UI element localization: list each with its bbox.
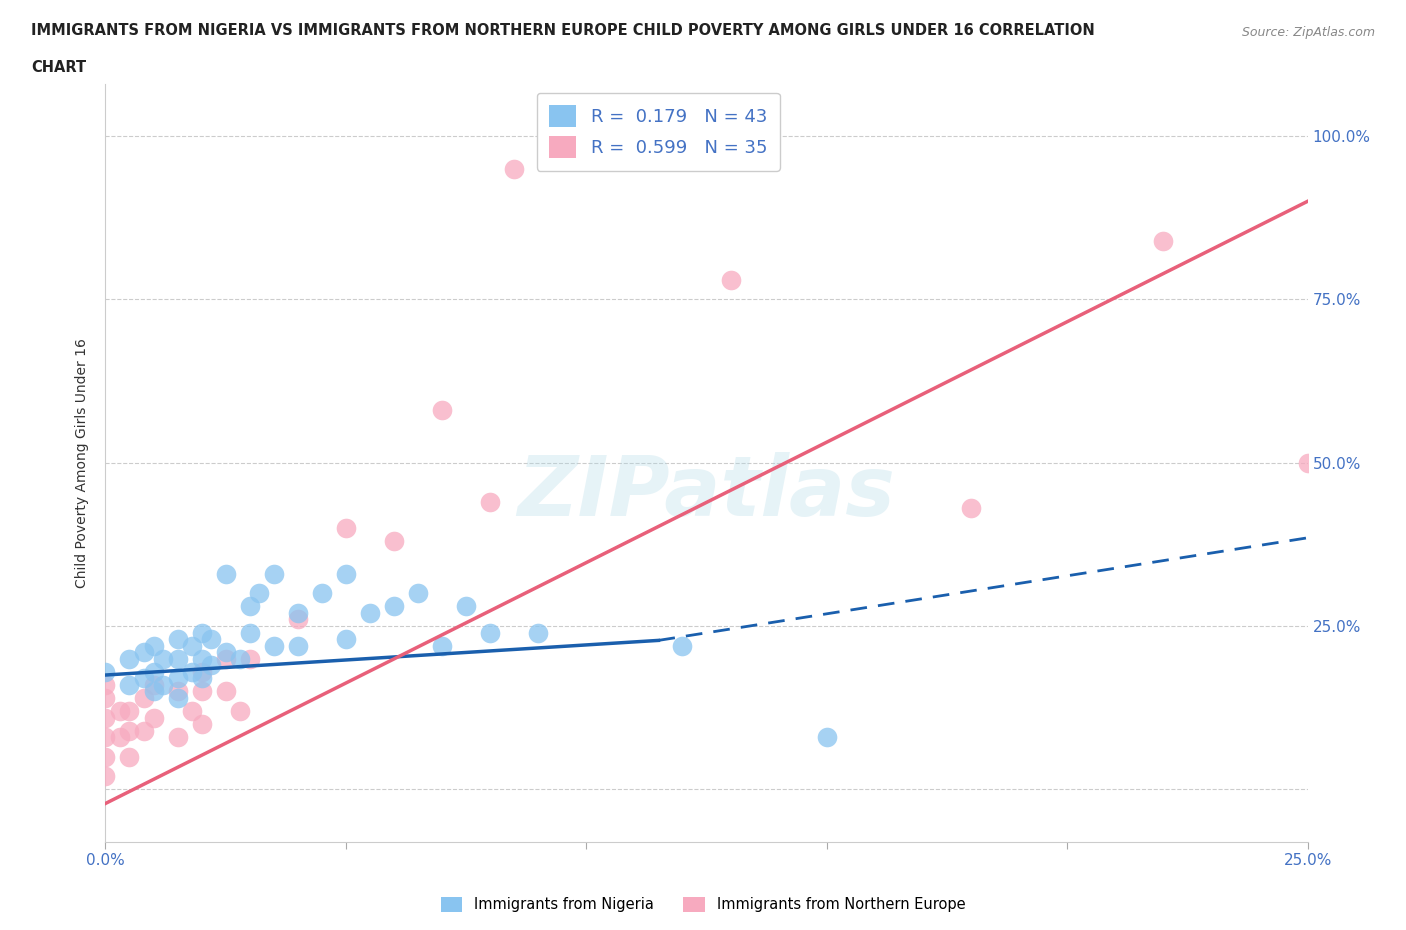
Point	[359, 605, 381, 620]
Point	[94, 711, 117, 725]
Point	[190, 651, 212, 666]
Point	[118, 703, 141, 718]
Point	[200, 631, 222, 646]
Point	[190, 717, 212, 732]
Point	[430, 638, 453, 653]
Point	[382, 534, 405, 549]
Point	[166, 651, 188, 666]
Point	[430, 403, 453, 418]
Point	[166, 730, 188, 745]
Point	[181, 664, 204, 679]
Point	[229, 651, 252, 666]
Point	[190, 664, 212, 679]
Point	[263, 566, 285, 581]
Point	[720, 272, 742, 287]
Point	[166, 671, 188, 685]
Point	[214, 644, 236, 659]
Point	[152, 651, 174, 666]
Point	[108, 730, 131, 745]
Point	[479, 625, 502, 640]
Point	[479, 495, 502, 510]
Point	[527, 625, 550, 640]
Point	[200, 658, 222, 672]
Point	[406, 586, 429, 601]
Point	[335, 566, 357, 581]
Text: IMMIGRANTS FROM NIGERIA VS IMMIGRANTS FROM NORTHERN EUROPE CHILD POVERTY AMONG G: IMMIGRANTS FROM NIGERIA VS IMMIGRANTS FR…	[31, 23, 1095, 38]
Point	[960, 501, 983, 516]
Point	[142, 677, 165, 692]
Point	[229, 703, 252, 718]
Point	[247, 586, 270, 601]
Point	[454, 599, 477, 614]
Point	[214, 566, 236, 581]
Legend: R =  0.179   N = 43, R =  0.599   N = 35: R = 0.179 N = 43, R = 0.599 N = 35	[537, 93, 780, 171]
Point	[1296, 456, 1319, 471]
Text: ZIPatlas: ZIPatlas	[517, 453, 896, 534]
Point	[335, 521, 357, 536]
Point	[142, 711, 165, 725]
Text: Source: ZipAtlas.com: Source: ZipAtlas.com	[1241, 26, 1375, 39]
Point	[190, 684, 212, 698]
Point	[190, 671, 212, 685]
Point	[382, 599, 405, 614]
Point	[118, 651, 141, 666]
Point	[287, 612, 309, 627]
Point	[132, 671, 155, 685]
Point	[132, 644, 155, 659]
Point	[815, 730, 838, 745]
Legend: Immigrants from Nigeria, Immigrants from Northern Europe: Immigrants from Nigeria, Immigrants from…	[434, 891, 972, 918]
Point	[94, 677, 117, 692]
Point	[214, 684, 236, 698]
Point	[263, 638, 285, 653]
Point	[287, 605, 309, 620]
Point	[152, 677, 174, 692]
Point	[108, 703, 131, 718]
Point	[166, 631, 188, 646]
Point	[287, 638, 309, 653]
Point	[239, 651, 262, 666]
Point	[503, 161, 526, 176]
Text: CHART: CHART	[31, 60, 86, 75]
Point	[132, 724, 155, 738]
Point	[671, 638, 693, 653]
Point	[94, 690, 117, 705]
Point	[142, 684, 165, 698]
Point	[181, 703, 204, 718]
Point	[118, 677, 141, 692]
Point	[311, 586, 333, 601]
Point	[142, 664, 165, 679]
Point	[142, 638, 165, 653]
Point	[166, 690, 188, 705]
Point	[118, 724, 141, 738]
Point	[94, 730, 117, 745]
Point	[190, 625, 212, 640]
Point	[214, 651, 236, 666]
Point	[94, 769, 117, 784]
Y-axis label: Child Poverty Among Girls Under 16: Child Poverty Among Girls Under 16	[76, 338, 90, 588]
Point	[239, 625, 262, 640]
Point	[166, 684, 188, 698]
Point	[94, 750, 117, 764]
Point	[239, 599, 262, 614]
Point	[335, 631, 357, 646]
Point	[1152, 233, 1174, 248]
Point	[94, 664, 117, 679]
Point	[118, 750, 141, 764]
Point	[181, 638, 204, 653]
Point	[132, 690, 155, 705]
